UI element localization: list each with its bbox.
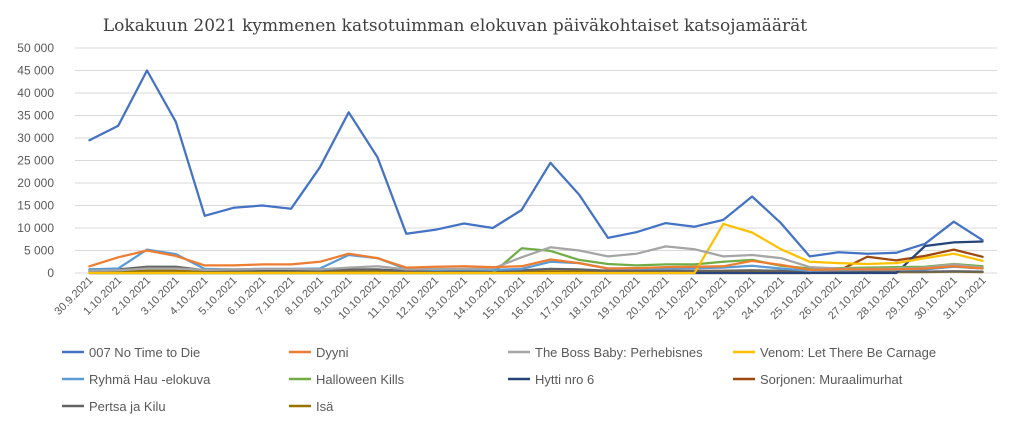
y-tick-label: 40 000 [17, 86, 54, 100]
y-axis-ticks: 0 5 000 10 000 15 000 20 000 25 000 30 000 35 0… [17, 41, 54, 280]
legend-item: The Boss Baby: Perhebisnes [508, 345, 703, 360]
legend-label: Halloween Kills [316, 372, 405, 387]
series-lines [88, 69, 984, 275]
legend-item: Pertsa ja Kilu [62, 399, 166, 414]
y-tick-label: 25 000 [17, 154, 54, 168]
y-tick-label: 45 000 [17, 64, 54, 78]
y-tick-label: 20 000 [17, 176, 54, 190]
legend-item: Sorjonen: Muraalimurhat [733, 372, 903, 387]
series-line [88, 245, 984, 272]
y-tick-label: 35 000 [17, 109, 54, 123]
series-line [88, 69, 984, 258]
legend-item: Venom: Let There Be Carnage [733, 345, 936, 360]
legend-item: Hytti nro 6 [508, 372, 594, 387]
legend-item: Dyyni [289, 345, 349, 360]
y-tick-label: 30 000 [17, 131, 54, 145]
legend-label: Isä [316, 399, 334, 414]
legend-label: The Boss Baby: Perhebisnes [535, 345, 703, 360]
series-line [88, 222, 984, 275]
legend-label: Hytti nro 6 [535, 372, 594, 387]
legend-label: Venom: Let There Be Carnage [760, 345, 936, 360]
y-tick-label: 15 000 [17, 199, 54, 213]
legend: 007 No Time to Die Dyyni The Boss Baby: Pe… [62, 345, 936, 414]
chart-title: Lokakuun 2021 kymmenen katsotuimman elok… [103, 16, 807, 36]
series-line [88, 249, 984, 272]
y-tick-label: 0 [47, 266, 54, 280]
y-tick-label: 50 000 [17, 41, 54, 55]
y-tick-label: 10 000 [17, 221, 54, 235]
legend-label: Dyyni [316, 345, 349, 360]
legend-item: Isä [289, 399, 334, 414]
legend-item: 007 No Time to Die [62, 345, 200, 360]
gridlines [75, 47, 997, 251]
legend-item: Ryhmä Hau -elokuva [62, 372, 211, 387]
legend-label: Ryhmä Hau -elokuva [89, 372, 211, 387]
legend-label: Sorjonen: Muraalimurhat [760, 372, 903, 387]
y-tick-label: 5 000 [24, 244, 54, 258]
legend-label: 007 No Time to Die [89, 345, 200, 360]
legend-item: Halloween Kills [289, 372, 405, 387]
legend-label: Pertsa ja Kilu [89, 399, 166, 414]
